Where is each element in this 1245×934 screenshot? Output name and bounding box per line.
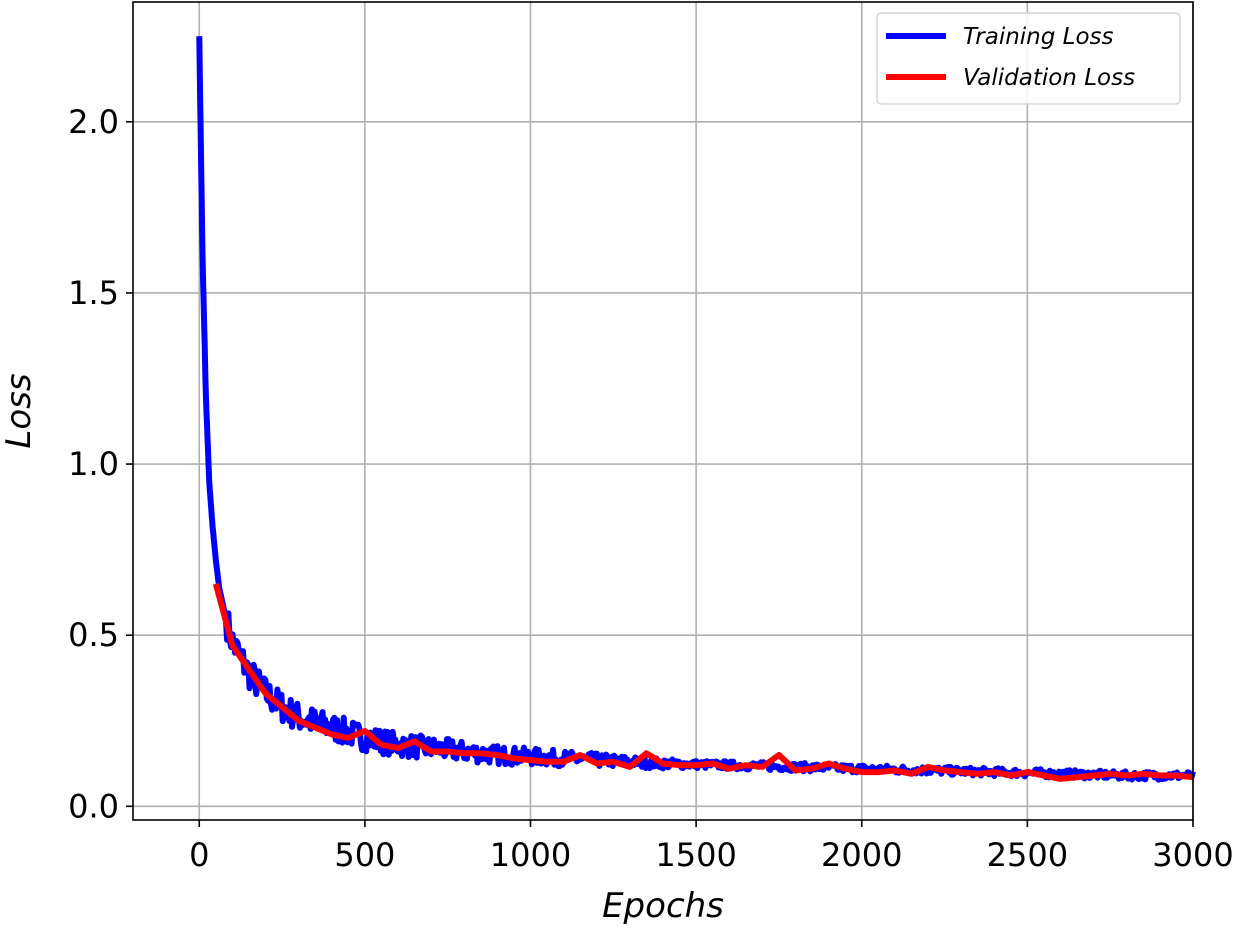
series-line-validation-loss [212,583,1194,782]
plot-area [196,36,1196,783]
x-tick-label: 1500 [655,836,736,874]
x-axis: 0 500 1000 1500 2000 2500 3000 [189,820,1234,874]
x-axis-label: Epochs [602,886,724,926]
plot-frame [132,1,1194,821]
y-tick-label: 1.0 [68,445,119,483]
x-tick-label: 0 [189,836,209,874]
legend-label: Validation Loss [963,65,1135,91]
y-tick-label: 1.5 [68,274,119,312]
y-tick-label: 0.5 [68,616,119,654]
y-tick-label: 2.0 [68,103,119,141]
x-tick-label: 1000 [490,836,571,874]
legend: Training Loss Validation Loss [876,12,1181,105]
x-tick-label: 2000 [821,836,902,874]
x-tick-label: 500 [334,836,395,874]
y-axis-label: Loss [0,373,39,448]
legend-box [876,12,1181,105]
grid [133,2,1194,820]
y-tick-label: 0.0 [68,787,119,825]
legend-label: Training Loss [963,24,1114,50]
y-axis: 0.0 0.5 1.0 1.5 2.0 [68,103,133,825]
x-tick-label: 3000 [1152,836,1233,874]
x-tick-label: 2500 [987,836,1068,874]
